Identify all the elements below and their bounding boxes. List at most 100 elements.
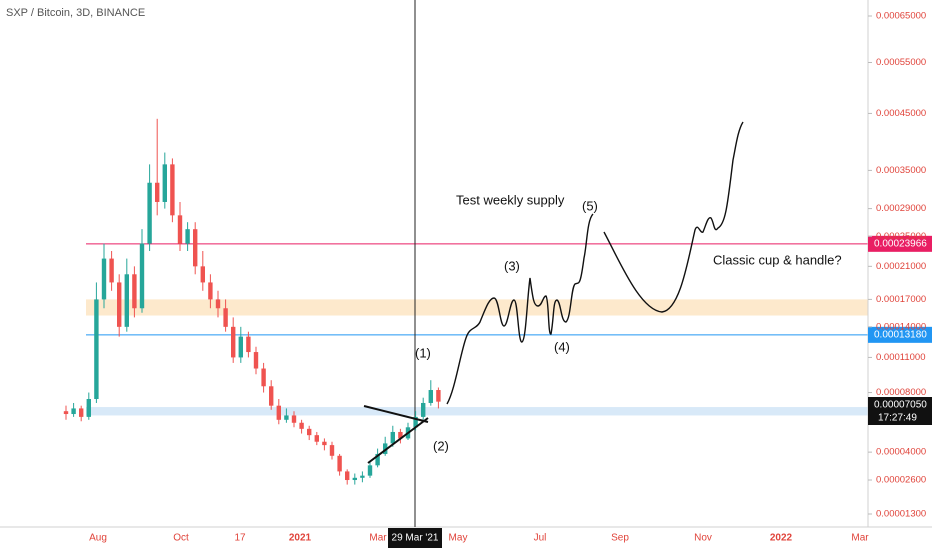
candle-body <box>276 405 281 420</box>
triangle-top <box>363 405 429 423</box>
y-tick-label: 0.00011000 <box>876 352 926 363</box>
candle-body <box>367 465 373 476</box>
y-tick-label: 0.00002600 <box>876 475 926 486</box>
price-label-bg <box>868 326 932 343</box>
candle-body <box>162 164 167 202</box>
candle-body <box>398 431 403 439</box>
y-tick-label: 0.00045000 <box>876 108 926 119</box>
price-label: 0.00013180 <box>874 329 927 340</box>
candle-body <box>413 416 418 428</box>
annotation: (5) <box>582 198 598 213</box>
candle-body <box>63 411 69 415</box>
y-tick-label: 0.00055000 <box>876 57 926 68</box>
candle-body <box>109 258 114 283</box>
candle-body <box>352 477 357 481</box>
candle-body <box>307 428 312 436</box>
zone <box>86 407 868 416</box>
candle-body <box>345 471 350 481</box>
candle-body <box>383 443 388 454</box>
candle-body <box>215 299 221 309</box>
price-label-bg <box>868 235 932 252</box>
projection-path <box>446 213 594 405</box>
annotation: (4) <box>554 339 570 354</box>
candle-body <box>314 435 319 442</box>
y-tick-label: 0.00014000 <box>876 321 926 332</box>
x-tick-label: 2022 <box>770 533 793 544</box>
candle-body <box>132 274 137 309</box>
candle-body <box>337 455 342 472</box>
x-tick-label: Sep <box>611 533 629 544</box>
candle-body <box>261 368 266 387</box>
candle-body <box>269 386 274 406</box>
candle-body <box>155 182 160 202</box>
annotation: (3) <box>504 258 520 273</box>
x-tick-label: Mar <box>369 533 387 544</box>
annotation: (1) <box>415 345 431 360</box>
x-tick-label: Oct <box>173 533 189 544</box>
candle-body <box>170 164 175 216</box>
last-price-bg <box>868 397 932 426</box>
y-tick-label: 0.00008000 <box>876 387 926 398</box>
candle-body <box>208 282 213 300</box>
y-tick-label: 0.00035000 <box>876 165 926 176</box>
candle-body <box>390 431 395 444</box>
triangle-bottom <box>367 417 429 464</box>
x-tick-label: Jul <box>534 533 547 544</box>
candle-body <box>322 441 327 446</box>
x-tick-label: Nov <box>694 533 712 544</box>
chart-title: SXP / Bitcoin, 3D, BINANCE <box>6 7 145 19</box>
candle-body <box>238 336 243 358</box>
candle-body <box>428 390 433 403</box>
y-tick-label: 0.00001300 <box>876 509 926 520</box>
last-price-label: 0.00007050 <box>874 400 927 411</box>
annotation: Classic cup & handle? <box>713 252 842 267</box>
candle-body <box>375 453 380 466</box>
x-tick-label: 17 <box>234 533 246 544</box>
candle-body <box>436 390 441 402</box>
candle-body <box>124 274 129 327</box>
price-label: 0.00023966 <box>874 238 927 249</box>
candles <box>63 118 441 485</box>
candle-body <box>223 308 228 327</box>
crosshair-label: 29 Mar '21 <box>392 533 439 544</box>
cup-path <box>603 121 744 313</box>
candle-body <box>71 408 76 415</box>
candle-body <box>329 445 335 456</box>
candle-body <box>79 408 84 417</box>
candle-body <box>200 266 205 283</box>
countdown: 17:27:49 <box>878 413 917 424</box>
x-tick-label: Aug <box>89 533 107 544</box>
x-tick-label: 2021 <box>289 533 312 544</box>
candle-body <box>231 326 236 358</box>
candle-body <box>246 336 251 353</box>
drawing <box>363 121 744 464</box>
y-tick-label: 0.00021000 <box>876 261 926 272</box>
candle-body <box>284 415 289 420</box>
x-tick-label: May <box>449 533 468 544</box>
candle-body <box>94 299 99 400</box>
candle-body <box>101 258 107 300</box>
candle-body <box>86 399 91 417</box>
candle-body <box>299 422 304 429</box>
candle-body <box>139 243 145 309</box>
labels: 0.00023966 0.00013180 0.00007050 17:27:49 29… <box>388 192 932 548</box>
candle-body <box>193 229 198 267</box>
candle-body <box>421 402 426 417</box>
crosshair-label-bg <box>388 528 442 548</box>
candle-body <box>360 475 365 478</box>
y-tick-label: 0.00025000 <box>876 231 926 242</box>
candle-body <box>253 352 259 369</box>
y-tick-label: 0.00029000 <box>876 203 926 214</box>
annotation: Test weekly supply <box>456 192 565 207</box>
zone <box>86 299 868 316</box>
candle-body <box>185 229 190 244</box>
y-tick-label: 0.00017000 <box>876 294 926 305</box>
y-tick-label: 0.00004000 <box>876 447 926 458</box>
x-tick-label: Mar <box>851 533 869 544</box>
y-tick-label: 0.00065000 <box>876 11 926 22</box>
candle-body <box>177 215 183 244</box>
candle-body <box>291 415 297 423</box>
